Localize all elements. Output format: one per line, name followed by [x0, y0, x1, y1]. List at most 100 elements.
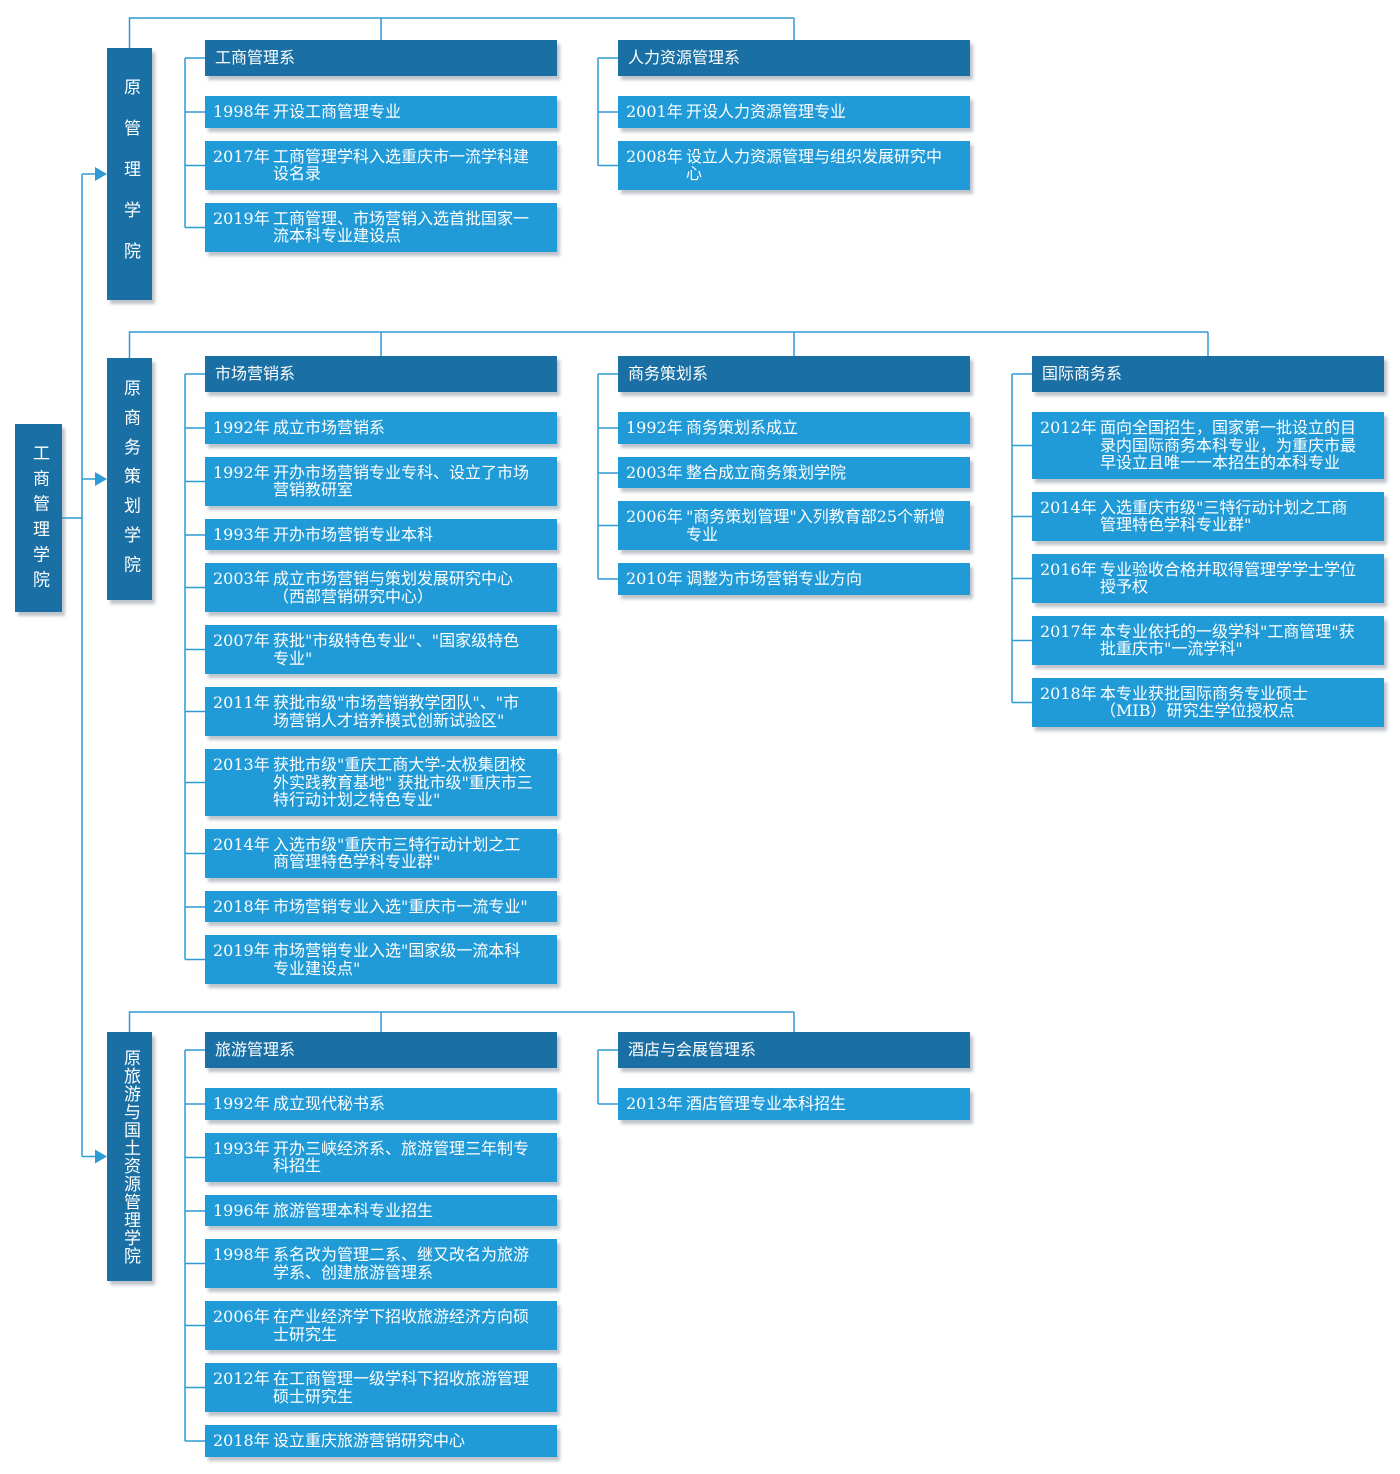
dept-header-business-planning: 商务策划系	[618, 356, 970, 392]
timeline-item: 2008年 设立人力资源管理与组织发展研究中心	[618, 140, 970, 190]
timeline-item: 1992年 成立市场营销系	[205, 412, 557, 444]
column-tourism-management: 旅游管理系 1992年 成立现代秘书系 1993年 开办三峡经济系、旅游管理三年制专科招…	[205, 1032, 557, 1470]
timeline-item: 1993年 开办市场营销专业本科	[205, 518, 557, 550]
dept-header-marketing: 市场营销系	[205, 356, 557, 392]
item-text: 面向全国招生，国家第一批设立的目录内国际商务本科专业，为重庆市最早设立且唯一一本…	[1100, 418, 1357, 472]
item-year: 2007年	[213, 631, 270, 650]
timeline-item: 1992年 商务策划系成立	[618, 412, 970, 444]
item-year: 2006年	[213, 1307, 270, 1326]
timeline-item: 2001年 开设人力资源管理专业	[618, 96, 970, 128]
timeline-item: 2003年 成立市场营销与策划发展研究中心（西部营销研究中心）	[205, 563, 557, 612]
timeline-item: 2017年 工商管理学科入选重庆市一流学科建设名录	[205, 140, 557, 190]
timeline-item: 2014年 入选重庆市级"三特行动计划之工商管理特色学科专业群"	[1032, 491, 1384, 541]
item-text: 设立人力资源管理与组织发展研究中心	[686, 146, 943, 183]
item-year: 1992年	[626, 418, 683, 437]
column-business-administration: 工商管理系 1998年 开设工商管理专业 2017年 工商管理学科入选重庆市一流学科建设…	[205, 40, 557, 265]
item-year: 2016年	[1040, 559, 1097, 579]
item-text: 入选市级"重庆市三特行动计划之工商管理特色学科专业群"	[273, 834, 521, 871]
item-text: 整合成立商务策划学院	[686, 462, 847, 482]
item-year: 1992年	[213, 1094, 270, 1113]
item-year: 2003年	[213, 569, 270, 588]
item-year: 2013年	[626, 1094, 683, 1113]
item-year: 2001年	[626, 102, 683, 121]
item-year: 2012年	[1040, 418, 1097, 437]
item-text: 开办市场营销专业本科	[273, 524, 434, 544]
item-year: 1992年	[213, 462, 270, 482]
item-text: 在产业经济学下招收旅游经济方向硕士研究生	[273, 1307, 530, 1344]
branch-node-former-business-planning-college: 原商务策划学院	[107, 358, 152, 600]
item-year: 1996年	[213, 1200, 270, 1220]
timeline-item: 2019年 市场营销专业入选"国家级一流本科专业建设点"	[205, 935, 557, 984]
column-business-planning: 商务策划系 1992年 商务策划系成立 2003年 整合成立商务策划学院 2006年 "商务…	[618, 356, 970, 608]
item-year: 2003年	[626, 462, 683, 482]
item-text: 系名改为管理二系、继又改名为旅游学系、创建旅游管理系	[273, 1245, 530, 1282]
item-year: 2014年	[1040, 497, 1097, 517]
timeline-item: 2012年 在工商管理一级学科下招收旅游管理硕士研究生	[205, 1363, 557, 1412]
item-text: 市场营销专业入选"重庆市一流专业"	[273, 896, 528, 916]
item-year: 2011年	[213, 693, 270, 712]
dept-header-international-business: 国际商务系	[1032, 356, 1384, 392]
timeline-item: 2013年 获批市级"重庆工商大学-太极集团校外实践教育基地" 获批市级"重庆市三…	[205, 749, 557, 816]
item-text: 开办三峡经济系、旅游管理三年制专科招生	[273, 1138, 530, 1175]
timeline-item: 2014年 入选市级"重庆市三特行动计划之工商管理特色学科专业群"	[205, 828, 557, 878]
item-year: 2019年	[213, 941, 270, 960]
item-text: 成立市场营销与策划发展研究中心（西部营销研究中心）	[273, 569, 514, 606]
timeline-item: 2006年 "商务策划管理"入列教育部25个新增专业	[618, 501, 970, 550]
timeline-item: 2010年 调整为市场营销专业方向	[618, 563, 970, 595]
branch-node-former-management-college: 原管理学院	[107, 48, 152, 300]
section-top-line	[128, 1011, 794, 1032]
item-year: 2010年	[626, 569, 683, 588]
item-text: 旅游管理本科专业招生	[273, 1200, 434, 1220]
root-node-college: 工商管理学院	[15, 424, 62, 612]
timeline-item: 1992年 开办市场营销专业专科、设立了市场营销教研室	[205, 456, 557, 506]
item-year: 1993年	[213, 524, 270, 544]
timeline-item: 1996年 旅游管理本科专业招生	[205, 1194, 557, 1226]
item-text: 成立现代秘书系	[273, 1094, 386, 1113]
item-year: 2017年	[213, 146, 270, 166]
timeline-item: 1992年 成立现代秘书系	[205, 1088, 557, 1120]
item-year: 2018年	[1040, 683, 1097, 703]
item-text: 工商管理学科入选重庆市一流学科建设名录	[273, 146, 530, 183]
item-text: 获批市级"市场营销教学团队"、"市场营销人才培养模式创新试验区"	[273, 693, 520, 730]
timeline-item: 2012年 面向全国招生，国家第一批设立的目录内国际商务本科专业，为重庆市最早设立…	[1032, 412, 1384, 479]
timeline-item: 2018年 本专业获批国际商务专业硕士（MIB）研究生学位授权点	[1032, 677, 1384, 727]
dept-header-hotel-and-mice-management: 酒店与会展管理系	[618, 1032, 970, 1068]
item-year: 2008年	[626, 146, 683, 166]
dept-header-human-resources: 人力资源管理系	[618, 40, 970, 76]
item-year: 2006年	[626, 507, 683, 526]
item-text: "商务策划管理"入列教育部25个新增专业	[686, 507, 946, 544]
item-text: 本专业依托的一级学科"工商管理"获批重庆市"一流学科"	[1100, 621, 1355, 658]
item-text: 开办市场营销专业专科、设立了市场营销教研室	[273, 462, 530, 499]
timeline-item: 2013年 酒店管理专业本科招生	[618, 1088, 970, 1120]
item-text: 开设工商管理专业	[273, 102, 402, 121]
timeline-item: 1998年 开设工商管理专业	[205, 96, 557, 128]
item-text: 设立重庆旅游营销研究中心	[273, 1431, 466, 1450]
column-human-resources: 人力资源管理系 2001年 开设人力资源管理专业 2008年 设立人力资源管理与组织发展…	[618, 40, 970, 203]
item-text: 酒店管理专业本科招生	[686, 1094, 847, 1113]
item-year: 2019年	[213, 208, 270, 228]
dept-header-tourism-management: 旅游管理系	[205, 1032, 557, 1068]
item-text: 获批市级"重庆工商大学-太极集团校外实践教育基地" 获批市级"重庆市三特行动计划…	[273, 755, 533, 809]
item-year: 1998年	[213, 1245, 270, 1264]
item-year: 2012年	[213, 1369, 270, 1388]
item-year: 2014年	[213, 834, 270, 854]
branch-arrowhead	[95, 167, 107, 181]
timeline-item: 2019年 工商管理、市场营销入选首批国家一流本科专业建设点	[205, 202, 557, 252]
column-international-business: 国际商务系 2012年 面向全国招生，国家第一批设立的目录内国际商务本科专业，为重庆…	[1032, 356, 1384, 740]
section-top-line	[128, 17, 794, 48]
timeline-item: 1993年 开办三峡经济系、旅游管理三年制专科招生	[205, 1132, 557, 1182]
column-hotel-and-mice-management: 酒店与会展管理系 2013年 酒店管理专业本科招生	[618, 1032, 970, 1133]
timeline-item: 2017年 本专业依托的一级学科"工商管理"获批重庆市"一流学科"	[1032, 615, 1384, 665]
section-top-line	[128, 331, 1208, 358]
timeline-item: 1998年 系名改为管理二系、继又改名为旅游学系、创建旅游管理系	[205, 1239, 557, 1288]
timeline-item: 2018年 市场营销专业入选"重庆市一流专业"	[205, 890, 557, 922]
item-text: 工商管理、市场营销入选首批国家一流本科专业建设点	[273, 208, 530, 245]
item-text: 市场营销专业入选"国家级一流本科专业建设点"	[273, 941, 521, 978]
timeline-item: 2007年 获批"市级特色专业"、"国家级特色专业"	[205, 625, 557, 674]
item-text: 在工商管理一级学科下招收旅游管理硕士研究生	[273, 1369, 530, 1406]
item-year: 2018年	[213, 1431, 270, 1450]
timeline-item: 2018年 设立重庆旅游营销研究中心	[205, 1425, 557, 1457]
item-year: 1993年	[213, 1138, 270, 1158]
